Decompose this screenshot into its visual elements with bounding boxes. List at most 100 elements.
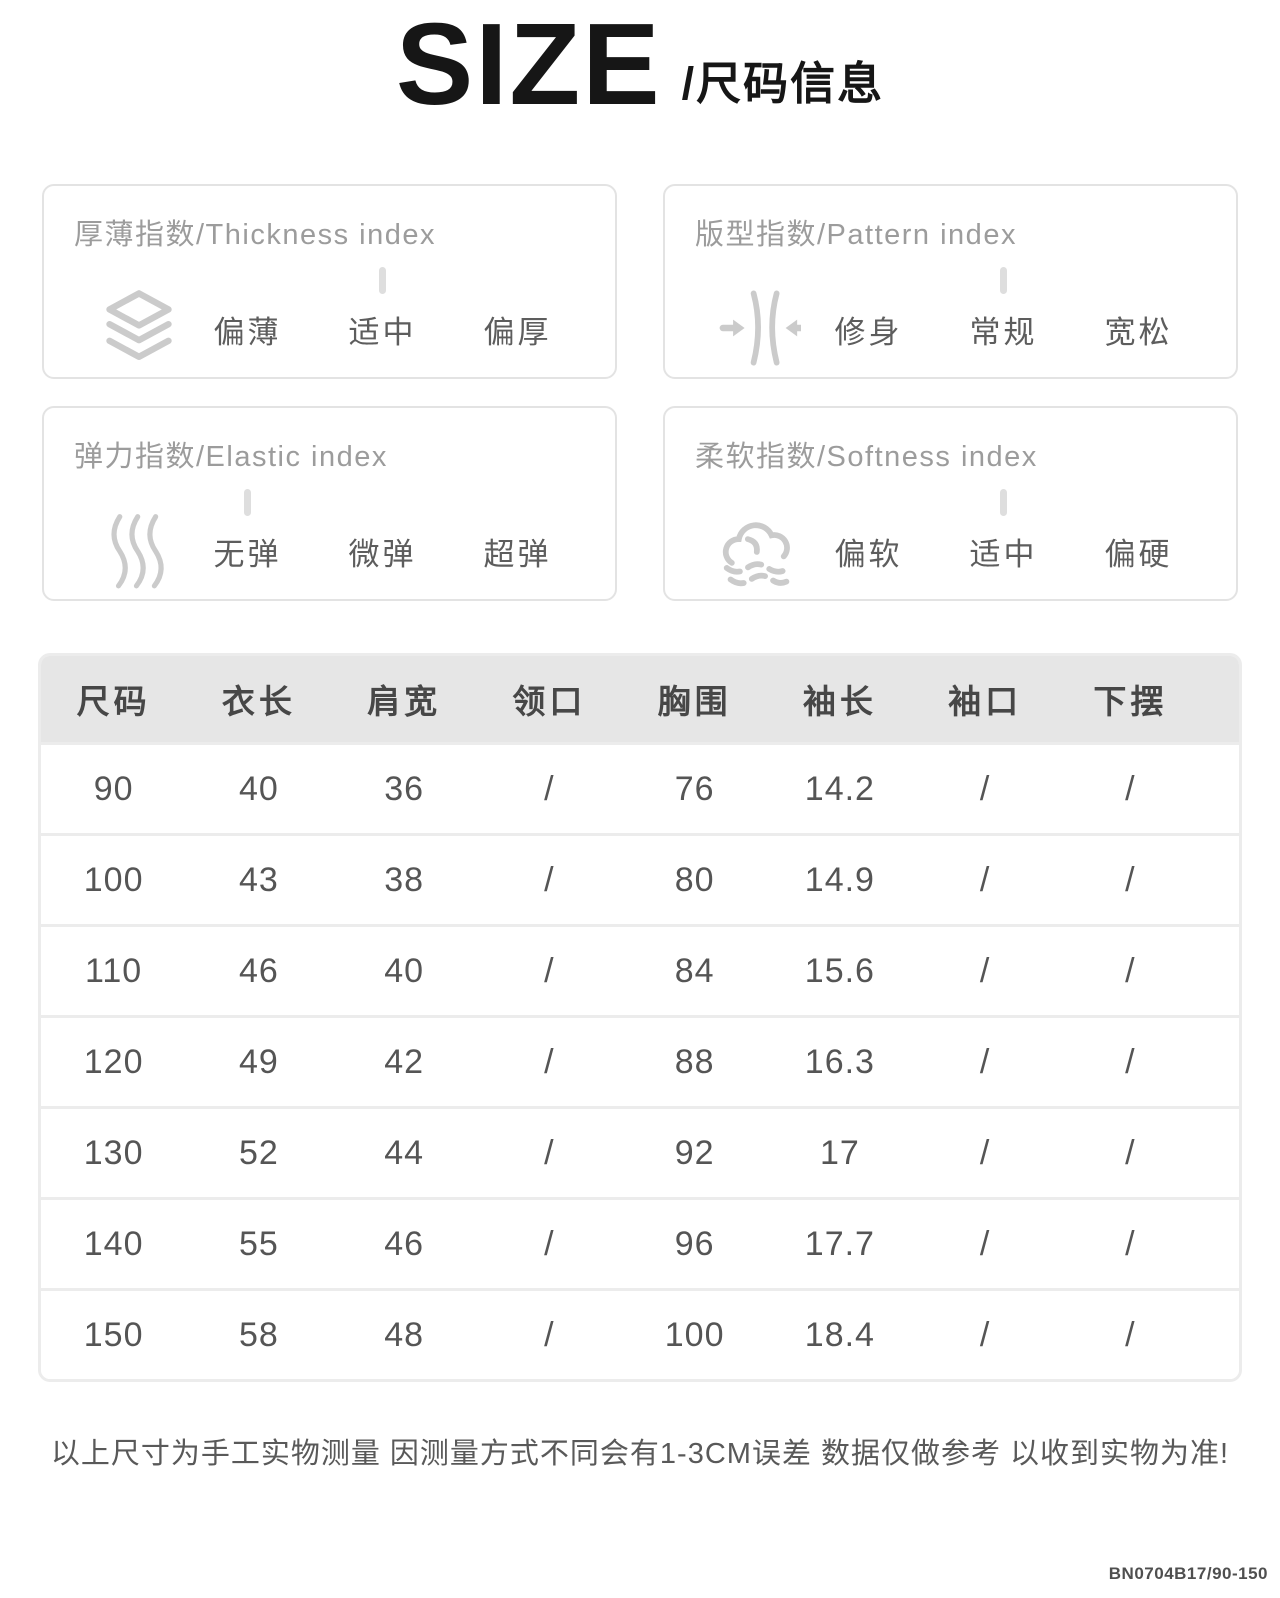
index-option-active: 适中 <box>315 265 450 352</box>
option-label: 常规 <box>969 315 1038 350</box>
table-cell: / <box>1125 951 1136 990</box>
active-level-tick <box>379 489 386 516</box>
option-label: 超弹 <box>483 537 552 572</box>
active-level-tick <box>865 489 872 516</box>
active-level-tick <box>514 267 521 294</box>
table-cell: / <box>979 1224 991 1263</box>
table-row: 100 43 38 / 80 14.9 / / <box>41 833 1239 924</box>
table-cell: / <box>544 860 555 899</box>
table-cell: / <box>1125 1042 1136 1081</box>
table-cell: 40 <box>238 769 279 808</box>
index-option: 修身 <box>801 265 936 352</box>
index-option-active: 常规 <box>936 265 1071 352</box>
waves-icon <box>98 509 180 591</box>
table-cell: 52 <box>238 1133 279 1172</box>
index-option: 偏薄 <box>180 265 315 352</box>
card-title: 弹力指数/Elastic index <box>74 441 388 473</box>
table-cell: / <box>979 1315 991 1354</box>
table-cell: / <box>544 1224 555 1263</box>
table-cell: / <box>544 951 555 990</box>
option-label: 无弹 <box>213 537 282 572</box>
active-level-tick <box>244 489 251 516</box>
index-option: 偏软 <box>801 487 936 574</box>
option-label: 偏软 <box>834 537 903 572</box>
pattern-index-card: 版型指数/Pattern index 修身 常规 宽松 <box>663 184 1238 379</box>
table-row: 140 55 46 / 96 17.7 / / <box>41 1197 1239 1288</box>
table-header-cell: 肩宽 <box>367 683 442 720</box>
table-cell: / <box>544 769 555 808</box>
option-label: 偏厚 <box>483 315 552 350</box>
table-body: 90 40 36 / 76 14.2 / / 100 43 38 / 80 14.9 / / 110 46 40 / 8… <box>41 742 1239 1379</box>
index-option-active: 适中 <box>936 487 1071 574</box>
table-header-cell: 衣长 <box>221 683 296 720</box>
active-level-tick <box>514 489 521 516</box>
table-row: 150 58 48 / 100 18.4 / / <box>41 1288 1239 1379</box>
thickness-index-card: 厚薄指数/Thickness index 偏薄 适中 偏厚 <box>42 184 617 379</box>
table-cell: 49 <box>238 1042 279 1081</box>
table-row: 90 40 36 / 76 14.2 / / <box>41 742 1239 833</box>
table-cell: / <box>544 1133 555 1172</box>
table-cell: / <box>1125 769 1136 808</box>
option-label: 偏硬 <box>1104 537 1173 572</box>
option-label: 微弹 <box>348 537 417 572</box>
table-cell: / <box>1125 1315 1136 1354</box>
table-header-cell: 下摆 <box>1093 683 1168 720</box>
table-row: 110 46 40 / 84 15.6 / / <box>41 924 1239 1015</box>
table-cell: 46 <box>384 1224 425 1263</box>
cloud-icon <box>719 509 801 591</box>
table-cell: 43 <box>238 860 279 899</box>
size-table: 尺码 衣长 肩宽 领口 胸围 袖长 袖口 下摆 90 40 36 / 76 14.2 / / 100 43 38 /… <box>38 653 1242 1382</box>
layers-icon <box>98 287 180 369</box>
table-cell: 100 <box>664 1315 725 1354</box>
table-cell: 18.4 <box>804 1315 875 1354</box>
table-cell: 48 <box>384 1315 425 1354</box>
table-cell: 14.9 <box>804 860 875 899</box>
option-row: 修身 常规 宽松 <box>801 265 1206 352</box>
table-row: 120 49 42 / 88 16.3 / / <box>41 1015 1239 1106</box>
table-header-cell: 袖长 <box>802 683 877 720</box>
table-cell: / <box>979 769 991 808</box>
table-cell: / <box>544 1315 555 1354</box>
card-body: 偏软 适中 偏硬 <box>695 487 1206 591</box>
table-cell: 17.7 <box>804 1224 875 1263</box>
table-cell: / <box>979 860 991 899</box>
card-title: 版型指数/Pattern index <box>695 219 1017 251</box>
active-level-tick <box>865 267 872 294</box>
table-cell: 36 <box>384 769 425 808</box>
table-cell: 38 <box>384 860 425 899</box>
index-option: 偏硬 <box>1071 487 1206 574</box>
option-label: 修身 <box>834 315 903 350</box>
table-cell: 100 <box>83 860 144 899</box>
table-cell: 17 <box>819 1133 860 1172</box>
table-cell: 130 <box>83 1133 144 1172</box>
table-cell: / <box>1125 1224 1136 1263</box>
index-option: 微弹 <box>315 487 450 574</box>
table-header-cell: 袖口 <box>948 683 1023 720</box>
active-level-tick <box>1135 267 1142 294</box>
table-cell: 110 <box>85 951 143 990</box>
table-cell: 96 <box>674 1224 715 1263</box>
compress-icon <box>719 287 801 369</box>
option-label: 适中 <box>969 537 1038 572</box>
active-level-tick <box>379 267 386 294</box>
table-header-cell: 胸围 <box>657 683 732 720</box>
table-cell: 15.6 <box>804 951 875 990</box>
table-cell: 14.2 <box>804 769 875 808</box>
table-cell: 76 <box>674 769 715 808</box>
table-cell: / <box>979 951 991 990</box>
page-title: SIZE /尺码信息 <box>0 0 1280 122</box>
table-cell: 46 <box>238 951 279 990</box>
table-cell: 120 <box>83 1042 144 1081</box>
table-cell: / <box>1125 1133 1136 1172</box>
index-option: 宽松 <box>1071 265 1206 352</box>
table-cell: 92 <box>674 1133 715 1172</box>
table-cell: / <box>979 1133 991 1172</box>
active-level-tick <box>1135 489 1142 516</box>
table-header-row: 尺码 衣长 肩宽 领口 胸围 袖长 袖口 下摆 <box>41 656 1239 742</box>
title-size-text: SIZE <box>395 0 662 130</box>
active-level-tick <box>244 267 251 294</box>
active-level-tick <box>1000 267 1007 294</box>
card-body: 修身 常规 宽松 <box>695 265 1206 369</box>
table-cell: 55 <box>238 1224 279 1263</box>
